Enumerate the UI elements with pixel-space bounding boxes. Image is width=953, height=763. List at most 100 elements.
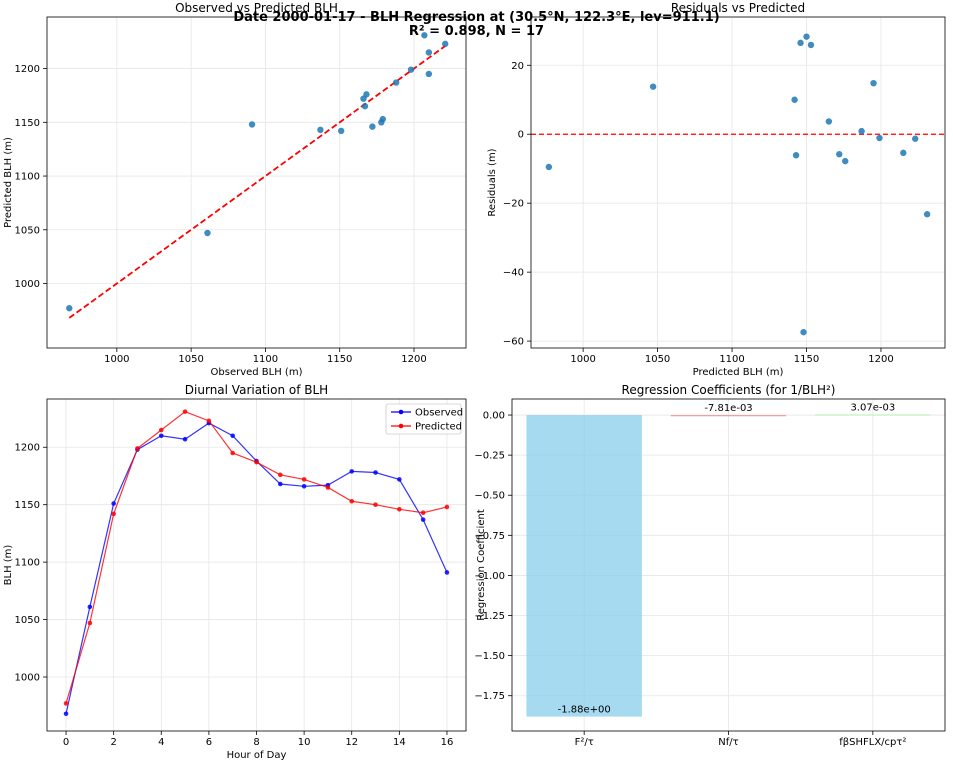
coefficient-bar [526,415,642,717]
scatter-point [425,70,433,78]
y-tick-label: −1.50 [474,651,505,662]
x-tick-label: 4 [158,737,164,748]
y-tick-label: 1050 [15,225,40,236]
figure-title-line1: Date 2000-01-17 - BLH Regression at (30.… [233,10,720,25]
y-tick-label: −1.75 [474,691,505,702]
x-tick-label: 6 [206,737,212,748]
legend: Observed Predicted [385,403,463,435]
residual-point [649,83,657,90]
y-tick-label: 1150 [15,118,40,129]
series-point-observed [182,436,188,442]
series-point-observed [278,481,283,487]
bar-value-label: 3.07e-03 [850,403,895,414]
scatter-point [360,95,367,102]
subplot-title: Regression Coefficients (for 1/BLH²) [622,383,836,397]
y-axis-label: Predicted BLH (m) [3,137,14,228]
residual-point [545,163,553,171]
x-tick-label: 10 [298,737,311,748]
series-point-predicted [373,502,378,507]
series-point-observed [301,484,307,489]
subplot-3: 0 2 4 6 8 10 12 14 16 1000 1050 1100 1150 1200 Diurnal… [3,383,466,761]
scatter-point [248,121,256,128]
y-tick-label: 1100 [15,172,40,183]
x-tick-label: 8 [253,737,259,748]
residual-point [900,149,907,157]
series-point-predicted [87,620,93,626]
series-point-observed [349,469,355,474]
y-tick-label: 20 [511,61,524,72]
x-tick-label: fβSHFLX/cpτ² [839,737,906,748]
subplot-2: 1000 1050 1100 1150 1200 −60 −40 −20 0 20 Residual… [487,1,945,378]
residual-point [842,157,849,165]
y-tick-label: −20 [503,199,524,210]
series-point-observed [158,433,164,439]
subplot-title: Residuals vs Predicted [671,1,805,15]
y-tick-label: 1000 [15,673,40,684]
axes-frame [530,16,946,349]
residual-point [912,135,919,142]
series-point-predicted [301,477,307,482]
bar-value-label: -7.81e-03 [704,403,752,414]
y-tick-label: 1200 [15,443,40,454]
subplot-title: Diurnal Variation of BLH [185,383,328,397]
y-tick-label: 1100 [15,558,40,569]
x-tick-label: Nf/τ [718,737,738,748]
coefficient-bar [815,414,931,416]
residual-point [876,134,883,142]
y-tick-label: 0.00 [483,411,505,422]
y-tick-label: −1.00 [474,571,505,582]
fit-line [68,45,446,319]
residual-point [797,39,804,47]
axes-frame [46,16,467,349]
x-tick-label: 1000 [104,354,129,365]
scatter-point [369,123,376,130]
residual-point [825,118,833,125]
series-point-predicted [254,459,259,465]
series-point-observed [111,501,116,506]
series-point-predicted [158,427,164,433]
series-point-predicted [206,418,212,424]
bar-value-label: -1.88e+00 [558,705,611,716]
x-axis-label: Predicted BLH (m) [693,367,784,378]
x-tick-label: 1100 [253,354,278,365]
scatter-point [421,32,428,39]
scatter-point [337,127,345,135]
series-point-predicted [420,510,426,516]
legend-marker [398,409,404,415]
y-tick-label: −0.25 [474,451,505,462]
series-point-observed [63,711,69,717]
series-point-predicted [111,511,116,517]
series-point-observed [444,570,450,575]
scatter-point [425,49,433,56]
residual-point [870,80,877,87]
scatter-point [441,40,449,48]
series-point-predicted [182,409,188,414]
series-point-predicted [230,450,235,456]
coefficient-bar [670,415,787,417]
y-tick-label: 0 [518,130,524,141]
x-axis-label: Hour of Day [227,750,287,761]
series-point-predicted [135,446,140,451]
series-point-predicted [349,498,355,504]
legend-label: Observed [415,408,463,419]
series-point-observed [373,470,378,475]
series-point-predicted [397,506,402,512]
scatter-point [392,79,400,86]
x-tick-label: 1050 [178,354,203,365]
residual-point [836,151,843,158]
residual-point [858,127,865,135]
series-point-predicted [63,701,69,706]
y-tick-label: 1200 [15,64,40,75]
y-tick-label: −1.25 [474,611,505,622]
x-tick-label: 0 [63,737,69,748]
y-axis-label: Regression Coefficient [476,509,487,621]
x-tick-label: 12 [345,737,358,748]
residual-point [803,33,810,40]
series-point-predicted [325,485,331,490]
y-axis-label: Residuals (m) [487,148,498,216]
scatter-point [361,102,369,110]
y-tick-label: 1150 [15,500,40,511]
series-point-predicted [444,504,450,510]
scatter-point [407,66,415,73]
